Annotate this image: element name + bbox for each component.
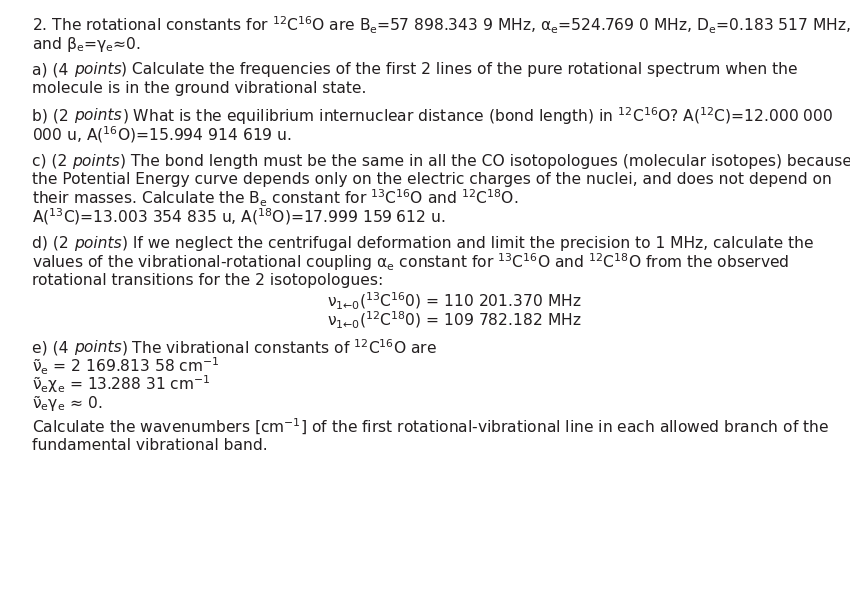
Text: ) The vibrational constants of $\mathregular{^{12}C^{16}O}$ are: ) The vibrational constants of $\mathreg…: [122, 337, 438, 358]
Text: ν$\mathregular{_{1←0}}$($\mathregular{^{13}C^{16}0}$) = 110 201.370 MHz: ν$\mathregular{_{1←0}}$($\mathregular{^{…: [327, 291, 581, 312]
Text: ) The bond length must be the same in all the CO isotopologues (molecular isotop: ) The bond length must be the same in al…: [120, 154, 850, 169]
Text: points: points: [74, 63, 122, 77]
Text: ν̃$\mathregular{_e}$ = 2 169.813 58 cm$\mathregular{^{-1}}$: ν̃$\mathregular{_e}$ = 2 169.813 58 cm$\…: [32, 356, 220, 376]
Text: e) (4: e) (4: [32, 340, 74, 355]
Text: points: points: [74, 236, 122, 251]
Text: the Potential Energy curve depends only on the electric charges of the nuclei, a: the Potential Energy curve depends only …: [32, 172, 832, 187]
Text: ν̃$\mathregular{_e}$γ$\mathregular{_e}$ ≈ 0.: ν̃$\mathregular{_e}$γ$\mathregular{_e}$ …: [32, 393, 103, 413]
Text: d) (2: d) (2: [32, 236, 74, 251]
Text: and β$\mathregular{_e}$=γ$\mathregular{_e}$≈0.: and β$\mathregular{_e}$=γ$\mathregular{_…: [32, 35, 141, 53]
Text: 000 u, A($\mathregular{^{16}O}$)=15.994 914 619 u.: 000 u, A($\mathregular{^{16}O}$)=15.994 …: [32, 124, 292, 145]
Text: 2. The rotational constants for $\mathregular{^{12}C^{16}O}$ are B$\mathregular{: 2. The rotational constants for $\mathre…: [32, 15, 850, 36]
Text: values of the vibrational-rotational coupling α$\mathregular{_e}$ constant for $: values of the vibrational-rotational cou…: [32, 251, 790, 273]
Text: points: points: [74, 109, 122, 123]
Text: points: points: [72, 154, 120, 169]
Text: c) (2: c) (2: [32, 154, 72, 169]
Text: ) If we neglect the centrifugal deformation and limit the precision to 1 MHz, ca: ) If we neglect the centrifugal deformat…: [122, 236, 813, 251]
Text: molecule is in the ground vibrational state.: molecule is in the ground vibrational st…: [32, 81, 366, 96]
Text: fundamental vibrational band.: fundamental vibrational band.: [32, 438, 268, 453]
Text: a) (4: a) (4: [32, 63, 74, 77]
Text: their masses. Calculate the B$\mathregular{_e}$ constant for $\mathregular{^{13}: their masses. Calculate the B$\mathregul…: [32, 188, 518, 208]
Text: ν$\mathregular{_{1←0}}$($\mathregular{^{12}C^{18}0}$) = 109 782.182 MHz: ν$\mathregular{_{1←0}}$($\mathregular{^{…: [327, 310, 581, 330]
Text: Calculate the wavenumbers [cm$\mathregular{^{-1}}$] of the first rotational-vibr: Calculate the wavenumbers [cm$\mathregul…: [32, 417, 830, 437]
Text: A($\mathregular{^{13}C}$)=13.003 354 835 u, A($\mathregular{^{18}O}$)=17.999 159: A($\mathregular{^{13}C}$)=13.003 354 835…: [32, 206, 445, 227]
Text: ) What is the equilibrium internuclear distance (bond length) in $\mathregular{^: ) What is the equilibrium internuclear d…: [122, 105, 833, 127]
Text: rotational transitions for the 2 isotopologues:: rotational transitions for the 2 isotopo…: [32, 273, 383, 287]
Text: ) Calculate the frequencies of the first 2 lines of the pure rotational spectrum: ) Calculate the frequencies of the first…: [122, 63, 798, 77]
Text: ν̃$\mathregular{_e}$χ$\mathregular{_e}$ = 13.288 31 cm$\mathregular{^{-1}}$: ν̃$\mathregular{_e}$χ$\mathregular{_e}$ …: [32, 373, 211, 395]
Text: points: points: [74, 340, 122, 355]
Text: b) (2: b) (2: [32, 109, 74, 123]
